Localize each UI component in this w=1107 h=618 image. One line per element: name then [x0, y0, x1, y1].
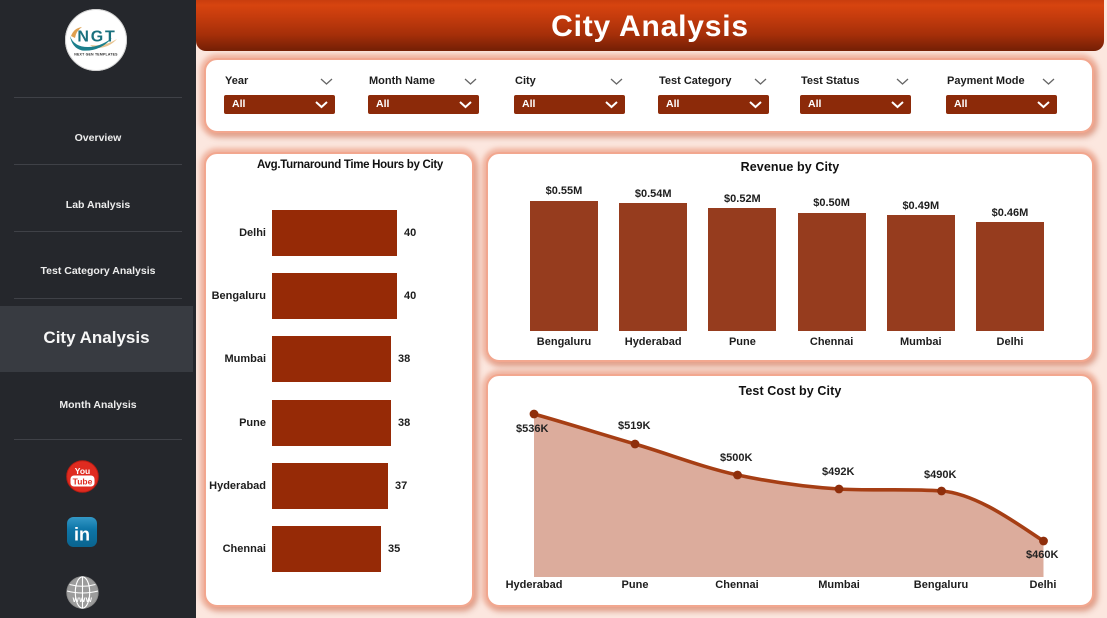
- svg-text:You: You: [75, 466, 90, 476]
- svg-text:Tube: Tube: [73, 476, 93, 486]
- svg-text:www: www: [72, 595, 93, 604]
- svg-text:in: in: [74, 525, 90, 545]
- svg-text:NGT: NGT: [77, 29, 116, 46]
- svg-text:NEXT GEN TEMPLATES: NEXT GEN TEMPLATES: [74, 53, 118, 57]
